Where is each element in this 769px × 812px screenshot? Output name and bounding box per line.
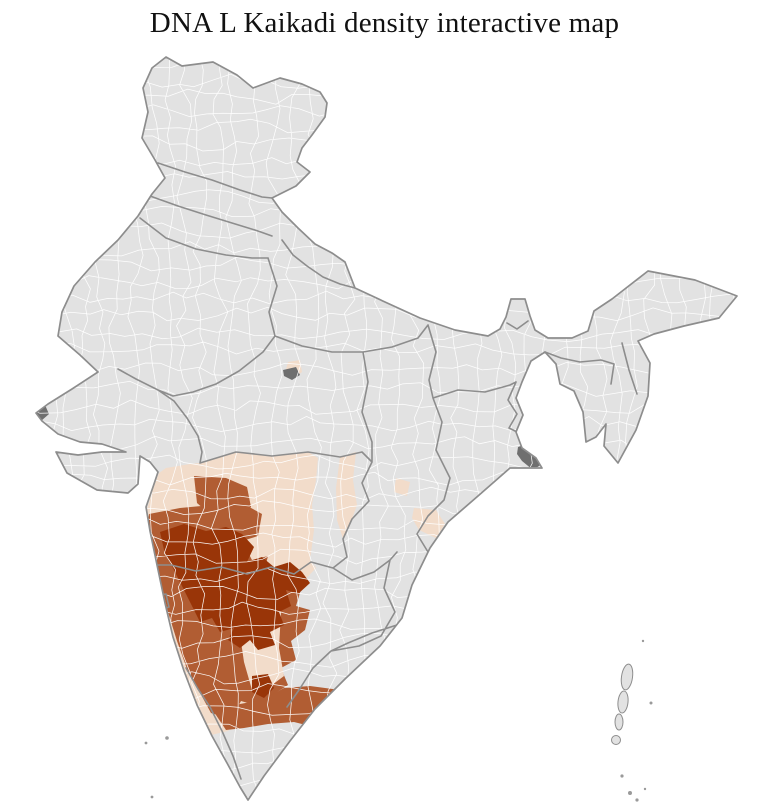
landmass-base — [36, 57, 737, 800]
andaman-nicobar-islands — [611, 639, 653, 802]
density-high-regions[interactable] — [160, 524, 310, 698]
page-title: DNA L Kaikadi density interactive map — [149, 7, 620, 39]
lakshadweep-islands — [144, 736, 169, 799]
state-borders — [117, 162, 638, 780]
